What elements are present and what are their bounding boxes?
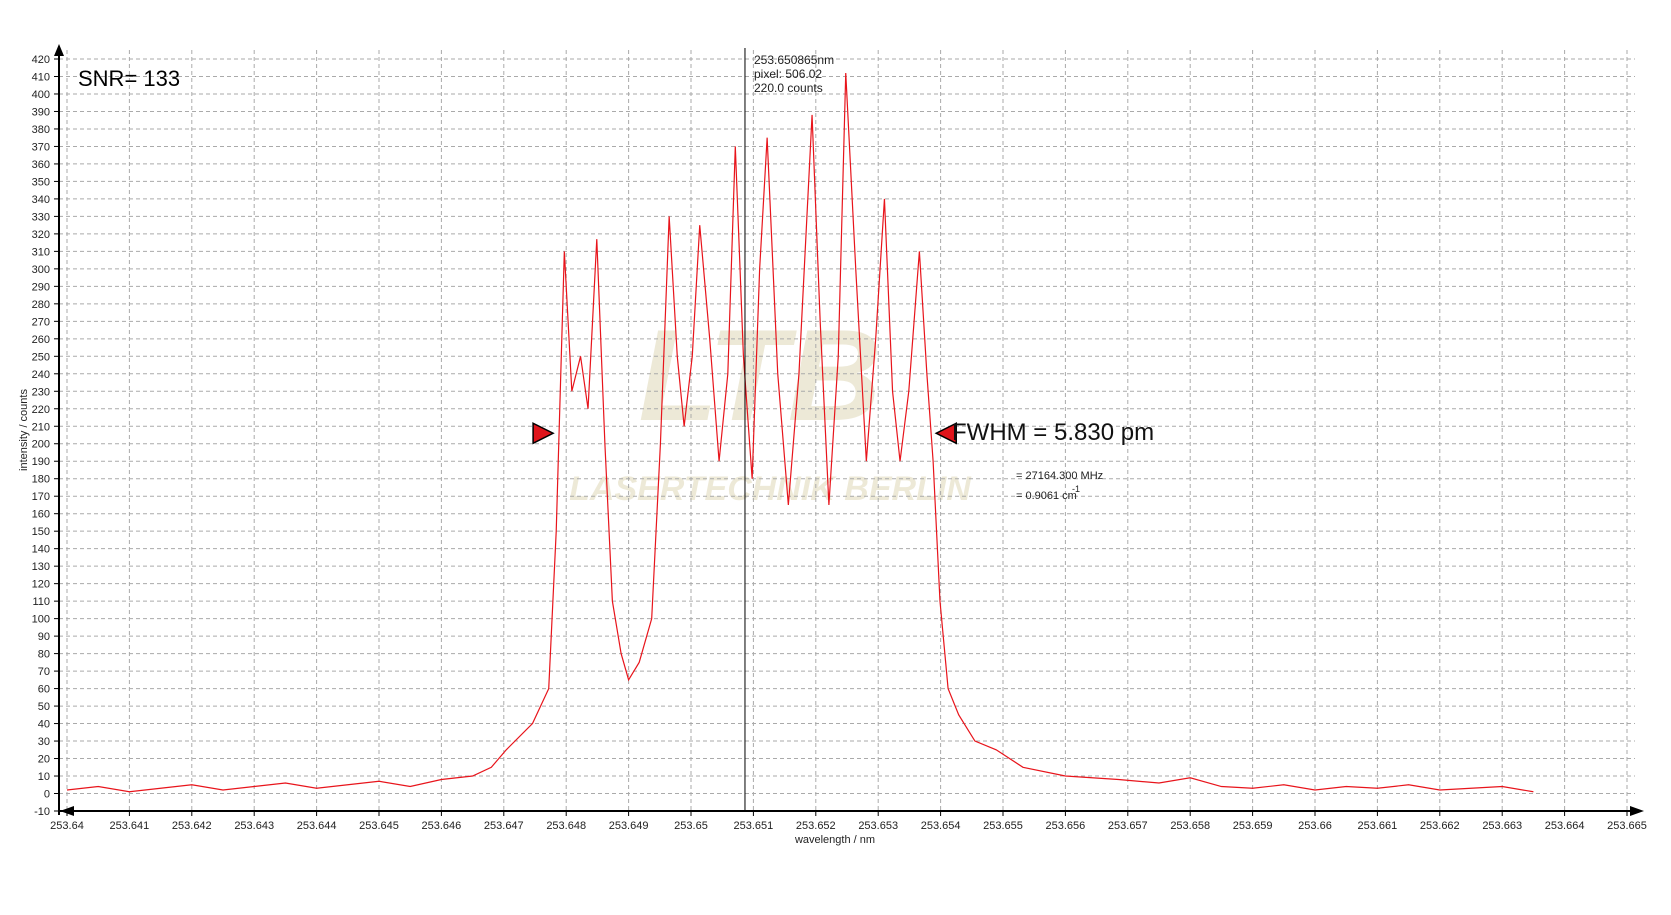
y-tick-label: 360 xyxy=(32,159,50,171)
x-tick-label: 253.652 xyxy=(796,820,836,832)
x-tick-label: 253.659 xyxy=(1233,820,1273,832)
x-tick-label: 253.643 xyxy=(234,820,274,832)
x-tick-label: 253.647 xyxy=(484,820,524,832)
y-tick-label: 260 xyxy=(32,334,50,346)
x-tick-label: 253.661 xyxy=(1358,820,1398,832)
y-tick-label: 170 xyxy=(32,491,50,503)
plot xyxy=(66,48,1534,811)
y-tick-label: 330 xyxy=(32,211,50,223)
y-tick-label: 220 xyxy=(32,404,50,416)
y-tick-label: 210 xyxy=(32,421,50,433)
x-tick-label: 253.663 xyxy=(1482,820,1522,832)
y-tick-label: 10 xyxy=(38,771,50,783)
y-tick-label: 290 xyxy=(32,281,50,293)
x-tick-label: 253.656 xyxy=(1046,820,1086,832)
spectrum-line xyxy=(66,72,1534,793)
snr-label: SNR= 133 xyxy=(78,66,180,91)
y-tick-label: 160 xyxy=(32,509,50,521)
y-tick-label: 420 xyxy=(32,54,50,66)
y-tick-label: 60 xyxy=(38,684,50,696)
x-tick-label: 253.654 xyxy=(921,820,961,832)
x-axis-arrow xyxy=(1630,806,1644,816)
y-tick-label: 30 xyxy=(38,736,50,748)
fwhm-frequency: = 27164.300 MHz xyxy=(1016,470,1103,482)
y-tick-label: 50 xyxy=(38,701,50,713)
y-axis-arrow xyxy=(54,44,64,56)
x-tick-label: 253.644 xyxy=(297,820,337,832)
x-tick-label: 253.646 xyxy=(422,820,462,832)
watermark-name: LASERTECHNIK BERLIN xyxy=(569,470,972,508)
x-tick-label: 253.662 xyxy=(1420,820,1460,832)
y-tick-label: 310 xyxy=(32,246,50,258)
x-tick-label: 253.655 xyxy=(983,820,1023,832)
y-tick-label: 410 xyxy=(32,71,50,83)
y-tick-label: 90 xyxy=(38,631,50,643)
x-tick-label: 253.657 xyxy=(1108,820,1148,832)
y-tick-label: 370 xyxy=(32,141,50,153)
y-tick-label: 340 xyxy=(32,194,50,206)
y-tick-label: 240 xyxy=(32,369,50,381)
y-tick-label: 70 xyxy=(38,666,50,678)
fwhm-marker xyxy=(532,422,555,445)
y-tick-label: 230 xyxy=(32,386,50,398)
y-tick-label: 180 xyxy=(32,474,50,486)
fwhm-wavenumber: = 0.9061 cm xyxy=(1016,490,1077,502)
x-tick-label: 253.658 xyxy=(1170,820,1210,832)
y-tick-label: 80 xyxy=(38,649,50,661)
y-tick-label: 140 xyxy=(32,544,50,556)
x-tick-label: 253.649 xyxy=(609,820,649,832)
cursor-counts: 220.0 counts xyxy=(754,81,823,95)
y-tick-label: 250 xyxy=(32,351,50,363)
fwhm-label: FWHM = 5.830 pm xyxy=(952,419,1154,446)
y-tick-label: 190 xyxy=(32,456,50,468)
y-axis-label: intensity / counts xyxy=(18,389,30,471)
y-tick-label: 110 xyxy=(32,596,50,608)
x-tick-label: 253.645 xyxy=(359,820,399,832)
y-tick-label: -10 xyxy=(34,806,50,818)
fwhm-marker xyxy=(934,422,957,445)
x-tick-label: 253.65 xyxy=(674,820,708,832)
y-tick-label: 350 xyxy=(32,176,50,188)
y-tick-label: 100 xyxy=(32,614,50,626)
y-tick-label: 0 xyxy=(44,789,50,801)
cursor-wavelength: 253.650865nm xyxy=(754,53,834,67)
cursor-pixel: pixel: 506.02 xyxy=(754,67,822,81)
y-tick-label: 20 xyxy=(38,754,50,766)
y-tick-label: 320 xyxy=(32,229,50,241)
fwhm-wavenumber-exp: -1 xyxy=(1072,484,1080,494)
y-tick-label: 200 xyxy=(32,439,50,451)
x-tick-label: 253.664 xyxy=(1545,820,1585,832)
y-tick-label: 280 xyxy=(32,299,50,311)
x-tick-label: 253.66 xyxy=(1298,820,1332,832)
y-tick-label: 400 xyxy=(32,89,50,101)
grid xyxy=(59,50,1635,812)
x-tick-label: 253.665 xyxy=(1607,820,1647,832)
y-tick-label: 120 xyxy=(32,579,50,591)
y-tick-label: 380 xyxy=(32,124,50,136)
y-tick-label: 390 xyxy=(32,106,50,118)
axes: -10 0 10 20 30 40 50 60 70 80 90 100 110 120 130 140 150… xyxy=(32,44,1647,832)
y-tick-label: 40 xyxy=(38,719,50,731)
y-tick-label: 270 xyxy=(32,316,50,328)
x-axis-label: wavelength / nm xyxy=(794,834,875,846)
x-tick-label: 253.651 xyxy=(734,820,774,832)
x-tick-label: 253.642 xyxy=(172,820,212,832)
watermark: LTB LASERTECHNIK BERLIN xyxy=(569,302,972,508)
x-tick-label: 253.64 xyxy=(50,820,84,832)
x-tick-label: 253.653 xyxy=(858,820,898,832)
x-tick-label: 253.648 xyxy=(546,820,586,832)
y-tick-label: 130 xyxy=(32,561,50,573)
x-tick-label: 253.641 xyxy=(110,820,150,832)
y-tick-label: 150 xyxy=(32,526,50,538)
y-tick-label: 300 xyxy=(32,264,50,276)
